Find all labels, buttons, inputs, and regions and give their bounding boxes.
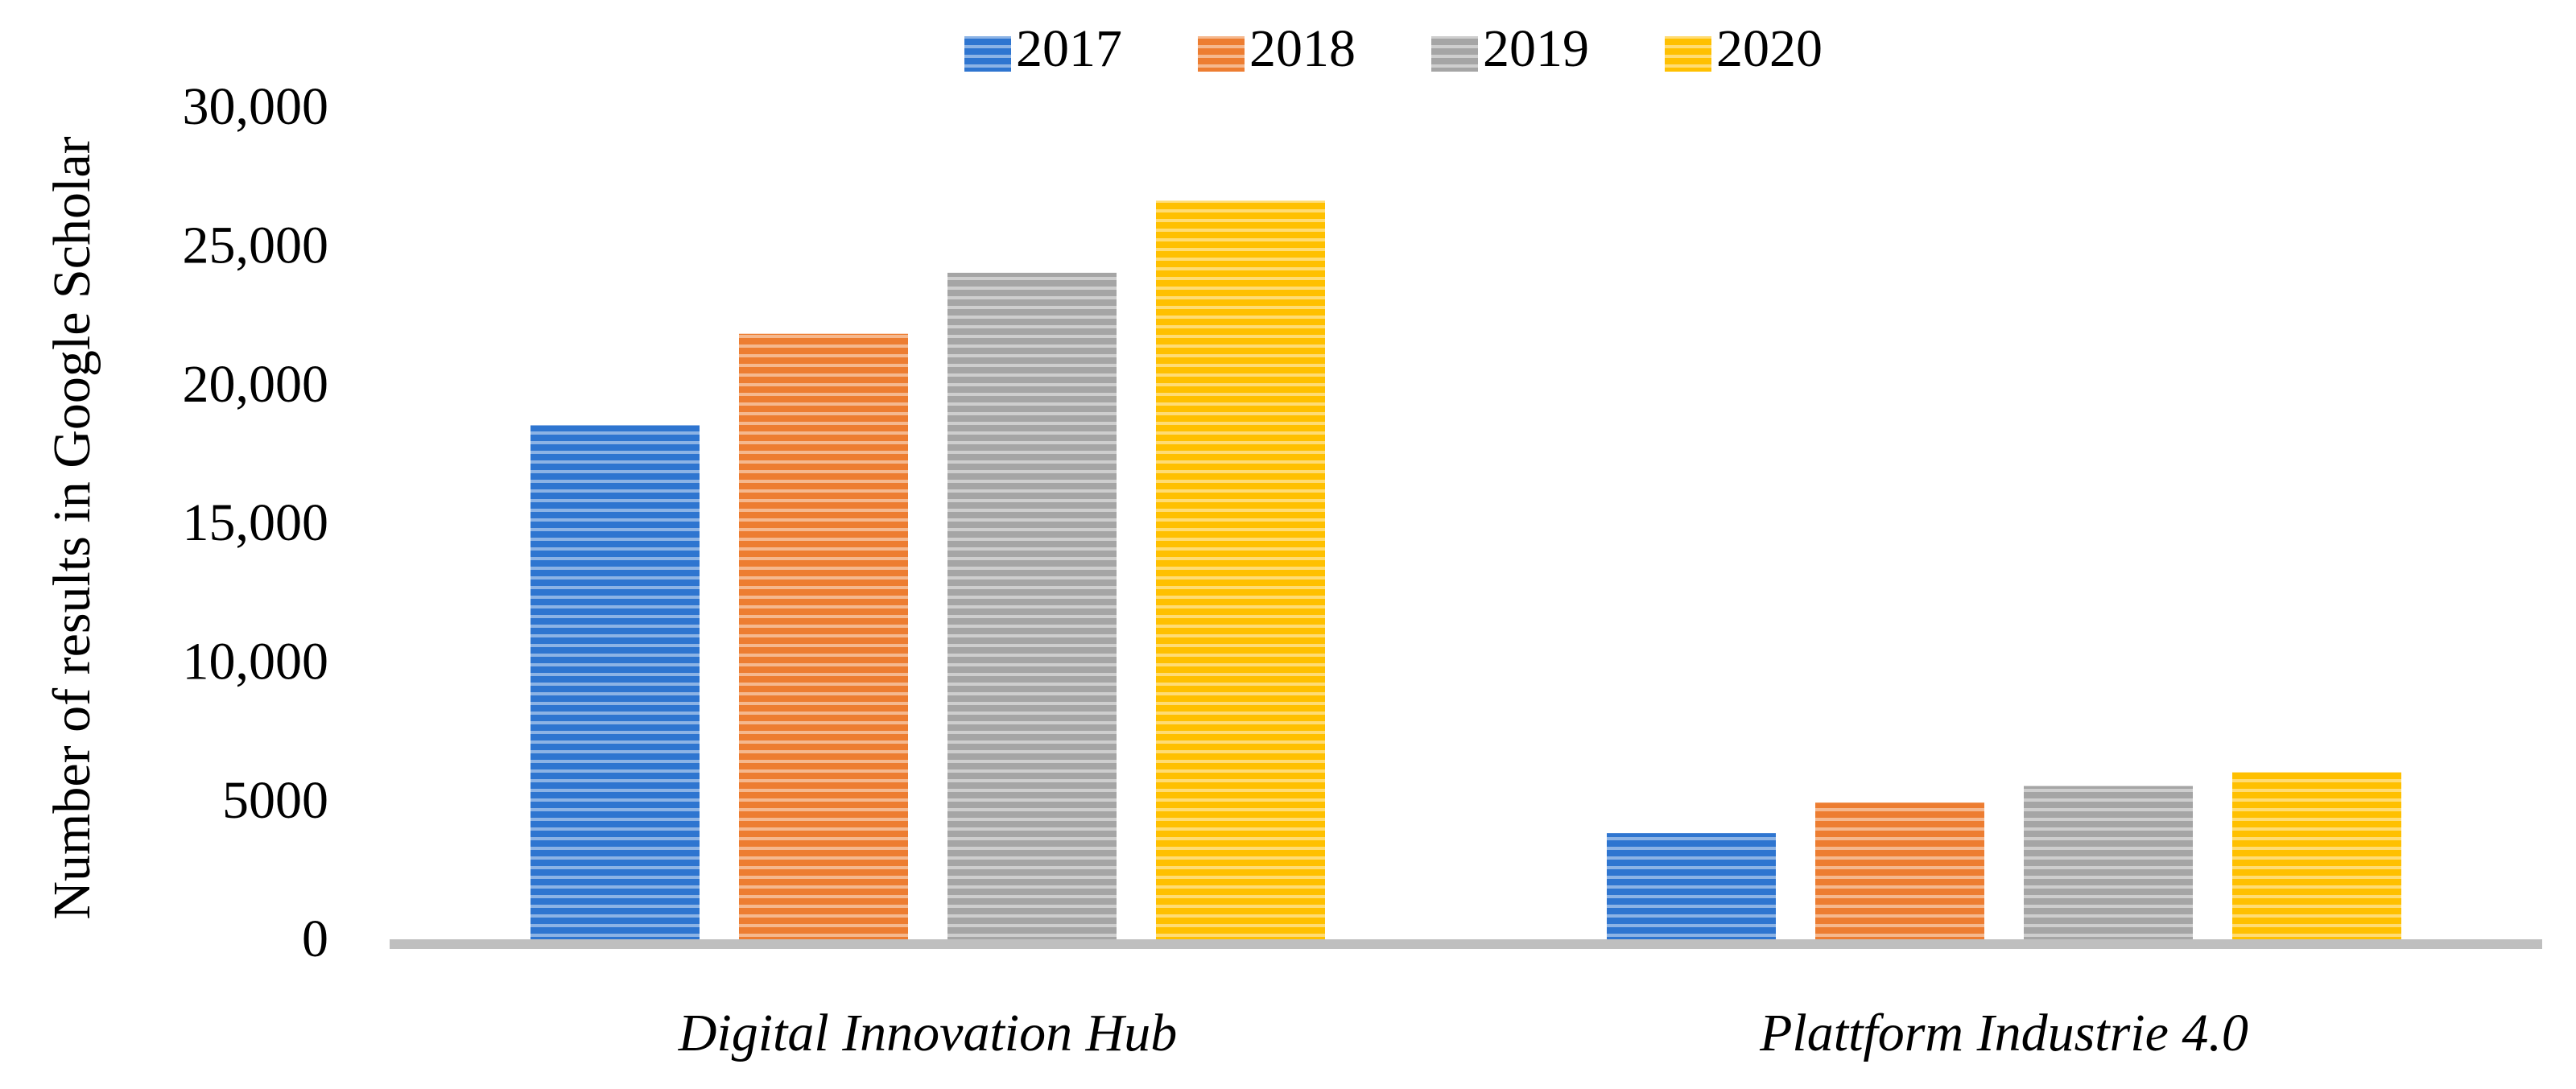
bar xyxy=(2232,772,2401,944)
bar xyxy=(1607,833,1776,944)
y-tick-label: 0 xyxy=(302,910,328,968)
legend-swatch xyxy=(1198,36,1245,72)
legend-label: 2018 xyxy=(1249,19,1356,78)
y-tick-label: 10,000 xyxy=(183,632,329,691)
bar xyxy=(1156,200,1325,944)
bar xyxy=(947,272,1117,944)
y-tick-label: 30,000 xyxy=(183,77,329,136)
y-tick-label: 5000 xyxy=(222,771,328,830)
legend-label: 2017 xyxy=(1016,19,1122,78)
legend-label: 2020 xyxy=(1716,19,1823,78)
bar xyxy=(530,425,700,944)
bar xyxy=(1815,802,1984,944)
bar xyxy=(2024,786,2193,944)
y-tick-label: 20,000 xyxy=(183,355,329,414)
legend-swatch xyxy=(964,36,1011,72)
legend-swatch xyxy=(1665,36,1711,72)
y-tick-label: 15,000 xyxy=(183,493,329,552)
bar xyxy=(739,333,908,944)
y-tick-label: 25,000 xyxy=(183,216,329,274)
x-tick-label: Digital Innovation Hub xyxy=(678,1004,1178,1062)
legend-swatch xyxy=(1431,36,1478,72)
x-tick-label: Plattform Industrie 4.0 xyxy=(1759,1004,2248,1062)
legend-label: 2019 xyxy=(1483,19,1589,78)
y-axis-label: Number of results in Google Scholar xyxy=(43,136,101,920)
